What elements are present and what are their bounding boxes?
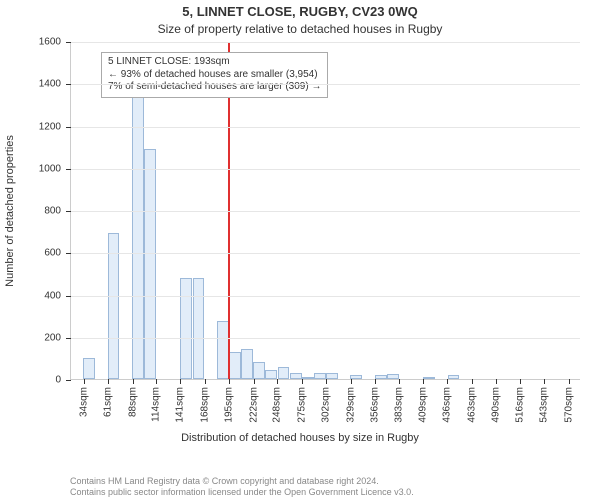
histogram-bar xyxy=(241,349,253,379)
gridline xyxy=(71,42,580,43)
histogram-bar xyxy=(253,362,265,379)
x-tick-label: 436sqm xyxy=(442,379,453,423)
y-tick-label: 800 xyxy=(44,206,71,217)
x-tick-label: 409sqm xyxy=(417,379,428,423)
y-tick-label: 200 xyxy=(44,332,71,343)
y-tick-label: 1200 xyxy=(39,121,71,132)
x-tick-label: 34sqm xyxy=(78,379,89,417)
x-tick-label: 168sqm xyxy=(199,379,210,423)
footer-attribution: Contains HM Land Registry data © Crown c… xyxy=(70,476,414,499)
gridline xyxy=(71,211,580,212)
histogram-bar xyxy=(278,367,290,379)
x-tick-label: 329sqm xyxy=(345,379,356,423)
histogram-bar xyxy=(83,358,95,379)
x-tick-label: 141sqm xyxy=(175,379,186,423)
gridline xyxy=(71,127,580,128)
y-tick-label: 0 xyxy=(55,375,71,386)
footer-line-2: Contains public sector information licen… xyxy=(70,487,414,498)
x-axis-label: Distribution of detached houses by size … xyxy=(0,432,600,444)
histogram-bar xyxy=(193,278,205,379)
y-tick-label: 1400 xyxy=(39,79,71,90)
histogram-bar xyxy=(180,278,192,379)
x-tick-label: 195sqm xyxy=(224,379,235,423)
annotation-box: 5 LINNET CLOSE: 193sqm ← 93% of detached… xyxy=(101,52,328,98)
annotation-line-2: ← 93% of detached houses are smaller (3,… xyxy=(108,69,321,82)
histogram-bar xyxy=(144,149,156,379)
x-tick-label: 114sqm xyxy=(151,379,162,422)
x-tick-label: 490sqm xyxy=(491,379,502,423)
gridline xyxy=(71,84,580,85)
x-tick-label: 543sqm xyxy=(539,379,550,423)
x-tick-label: 275sqm xyxy=(296,379,307,423)
plot-area: 5 LINNET CLOSE: 193sqm ← 93% of detached… xyxy=(70,42,580,380)
y-tick-label: 1600 xyxy=(39,37,71,48)
gridline xyxy=(71,296,580,297)
histogram-bar xyxy=(132,87,144,379)
x-tick-label: 222sqm xyxy=(248,379,259,423)
footer-line-1: Contains HM Land Registry data © Crown c… xyxy=(70,476,414,487)
annotation-line-1: 5 LINNET CLOSE: 193sqm xyxy=(108,56,321,69)
y-axis-label: Number of detached properties xyxy=(4,135,16,287)
chart-title: 5, LINNET CLOSE, RUGBY, CV23 0WQ xyxy=(0,4,600,19)
y-tick-label: 400 xyxy=(44,290,71,301)
x-tick-label: 516sqm xyxy=(514,379,525,423)
gridline xyxy=(71,338,580,339)
chart-subtitle: Size of property relative to detached ho… xyxy=(0,22,600,36)
histogram-bar xyxy=(108,233,120,379)
x-tick-label: 463sqm xyxy=(466,379,477,423)
gridline xyxy=(71,253,580,254)
x-tick-label: 570sqm xyxy=(563,379,574,423)
x-tick-label: 383sqm xyxy=(394,379,405,423)
x-tick-label: 248sqm xyxy=(272,379,283,423)
x-tick-label: 302sqm xyxy=(321,379,332,423)
annotation-line-3: 7% of semi-detached houses are larger (3… xyxy=(108,81,321,94)
y-tick-label: 1000 xyxy=(39,163,71,174)
gridline xyxy=(71,169,580,170)
x-tick-label: 61sqm xyxy=(103,379,114,417)
histogram-bar xyxy=(265,370,277,380)
x-tick-label: 88sqm xyxy=(127,379,138,417)
histogram-bar xyxy=(229,352,241,379)
chart-container: 5, LINNET CLOSE, RUGBY, CV23 0WQ Size of… xyxy=(0,0,600,500)
x-tick-label: 356sqm xyxy=(370,379,381,423)
y-tick-label: 600 xyxy=(44,248,71,259)
